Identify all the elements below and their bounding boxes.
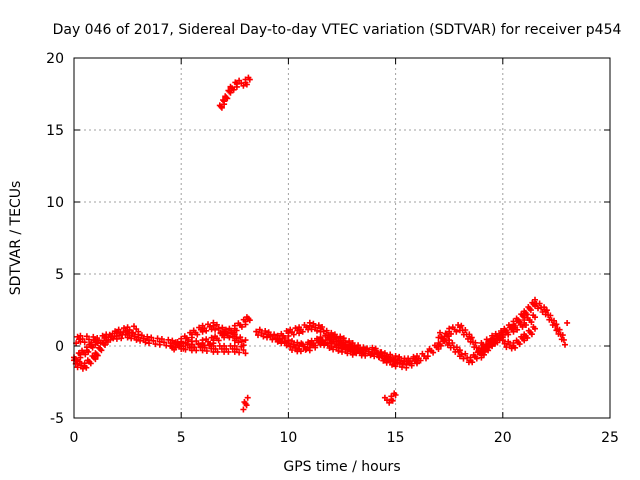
data-point <box>210 330 228 347</box>
data-point <box>521 324 538 341</box>
trace <box>71 323 142 372</box>
data-point <box>306 335 324 351</box>
chart-title: Day 046 of 2017, Sidereal Day-to-day VTE… <box>53 22 622 38</box>
data-point <box>221 87 234 108</box>
grid <box>74 58 610 418</box>
data-point <box>81 353 99 371</box>
data-point <box>510 311 528 329</box>
trace <box>285 334 356 358</box>
data-point <box>553 321 568 348</box>
data-point <box>240 394 251 413</box>
data-point <box>542 307 560 334</box>
data-point <box>77 332 101 347</box>
data-point <box>388 390 399 404</box>
data-point <box>231 331 249 349</box>
y-tick-label: 20 <box>46 51 64 67</box>
plot-frame <box>73 57 611 419</box>
data-point <box>414 348 431 364</box>
x-tick-label: 15 <box>387 430 405 446</box>
x-tick-label: 10 <box>279 430 297 446</box>
data-point <box>188 324 206 341</box>
data-point <box>124 323 142 336</box>
y-tick-label: 15 <box>46 123 64 139</box>
x-tick-label: 20 <box>494 430 512 446</box>
trace <box>381 390 399 406</box>
x-axis: 0 5 10 15 20 25 <box>70 58 619 446</box>
data-point <box>113 325 131 339</box>
data-point <box>73 333 84 347</box>
y-tick-label: 0 <box>55 339 64 355</box>
data-point <box>467 348 485 366</box>
trace <box>499 324 538 352</box>
data-point <box>521 312 538 328</box>
x-tick-label: 25 <box>601 430 619 446</box>
data-points <box>71 74 571 413</box>
data-point <box>242 74 253 88</box>
trace <box>274 319 420 371</box>
x-axis-label: GPS time / hours <box>283 459 400 475</box>
trace <box>178 314 253 352</box>
trace <box>478 296 568 350</box>
data-point <box>339 343 356 358</box>
data-point <box>446 340 463 360</box>
data-point <box>510 333 528 351</box>
x-tick-label: 0 <box>70 430 79 446</box>
data-point <box>221 342 238 355</box>
data-point <box>424 342 442 360</box>
x-tick-label: 5 <box>177 430 186 446</box>
trace <box>564 319 571 326</box>
y-tick-label: -5 <box>50 411 64 427</box>
trace <box>73 332 101 347</box>
y-tick-label: 5 <box>55 267 64 283</box>
trace <box>216 74 253 111</box>
data-point <box>564 319 571 326</box>
y-tick-label: 10 <box>46 195 64 211</box>
data-point <box>92 334 110 359</box>
y-axis: -5 0 5 10 15 20 <box>46 51 610 427</box>
data-point <box>285 325 303 339</box>
y-axis-label: SDTVAR / TECUs <box>8 181 24 296</box>
data-point <box>242 314 253 328</box>
data-point <box>231 342 249 357</box>
trace <box>240 394 251 413</box>
data-point <box>403 355 420 371</box>
